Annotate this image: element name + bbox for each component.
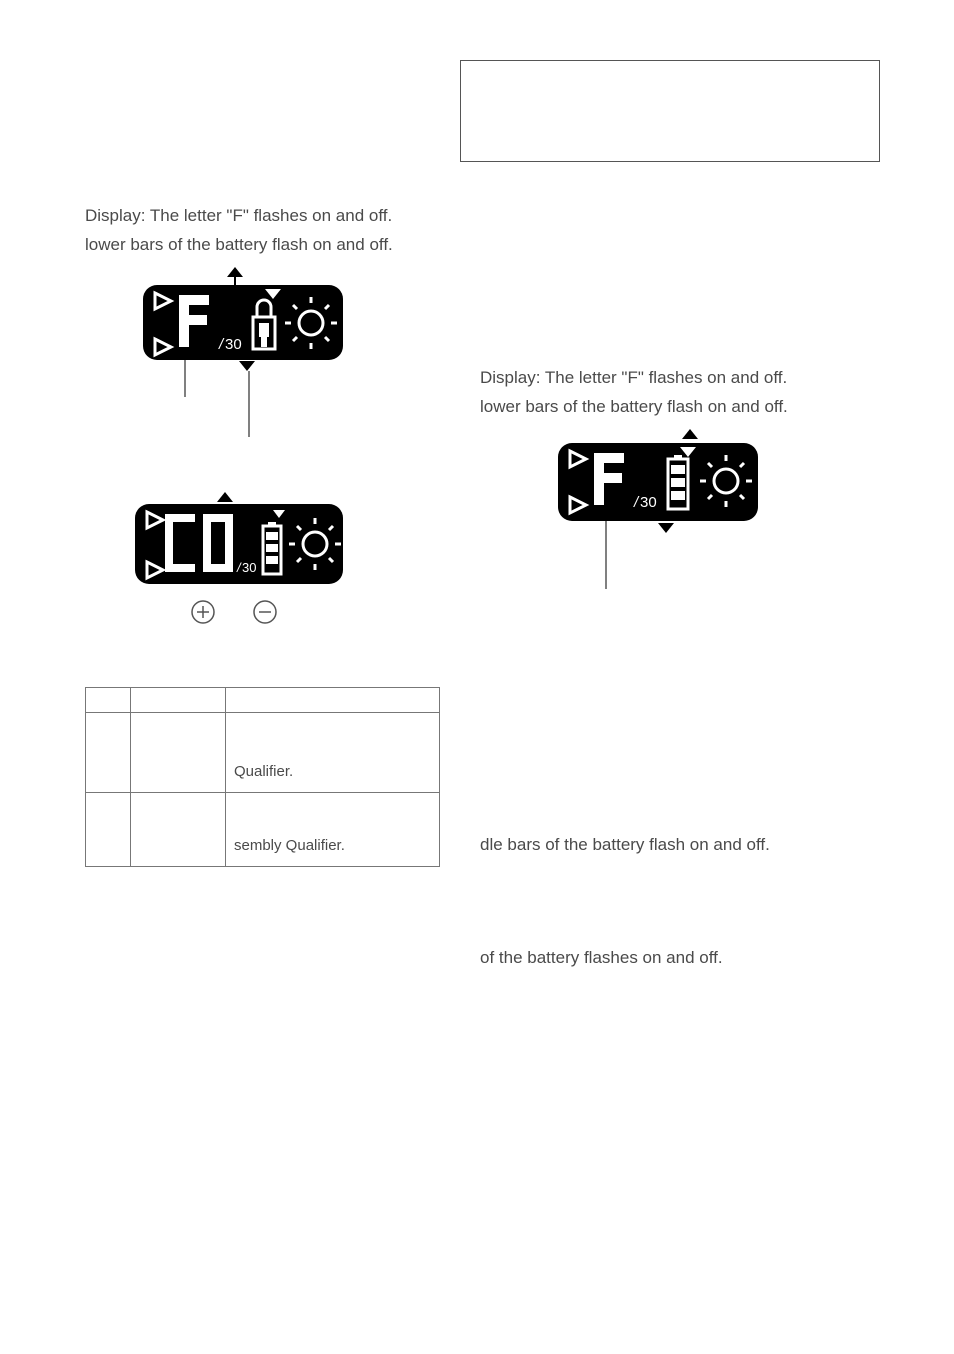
cell: Qualifier. [226, 712, 440, 792]
lcd-diagram-co: / 30 [125, 492, 355, 647]
cell [86, 687, 131, 712]
cell [226, 687, 440, 712]
cell: sembly Qualifier. [226, 792, 440, 866]
right-display-line1: Display: The letter "F" flashes on and o… [480, 367, 880, 390]
left-display-line1: Display: The letter "F" flashes on and o… [85, 205, 465, 228]
cell [131, 687, 226, 712]
svg-text:30: 30 [640, 494, 657, 511]
table-row: sembly Qualifier. [86, 792, 440, 866]
table-row [86, 687, 440, 712]
code-table: Qualifier. sembly Qualifier. [85, 687, 440, 867]
right-column: Display: The letter "F" flashes on and o… [480, 55, 880, 1020]
lcd-diagram-f: / 30 [125, 267, 355, 452]
right-display-line2: lower bars of the battery flash on and o… [480, 396, 880, 419]
left-column: Display: The letter "F" flashes on and o… [85, 55, 465, 867]
lcd-diagram-f-right: / 30 [540, 429, 770, 604]
cell [131, 792, 226, 866]
cell [86, 712, 131, 792]
left-display-line2: lower bars of the battery flash on and o… [85, 234, 465, 257]
table-row: Qualifier. [86, 712, 440, 792]
right-battery-line2: of the battery flashes on and off. [480, 947, 880, 970]
cell [86, 792, 131, 866]
svg-text:30: 30 [225, 336, 242, 353]
right-battery-line1: dle bars of the battery flash on and off… [480, 834, 880, 857]
right-footer-block: dle bars of the battery flash on and off… [480, 834, 880, 970]
svg-text:30: 30 [242, 560, 256, 575]
cell [131, 712, 226, 792]
